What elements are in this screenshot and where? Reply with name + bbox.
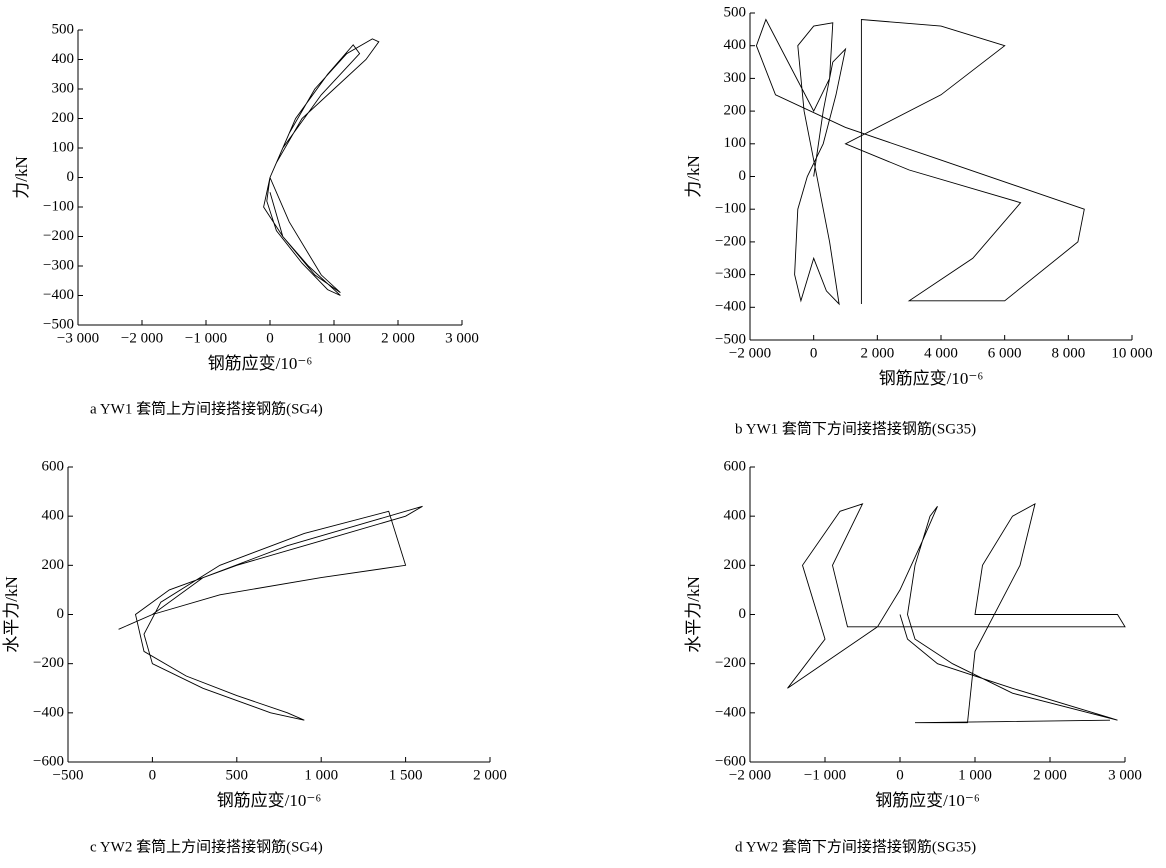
y-tick-label: 500 — [724, 4, 747, 20]
y-tick-label: 600 — [42, 458, 65, 474]
y-tick-label: 0 — [739, 168, 747, 184]
x-tick-label: 1 000 — [317, 330, 351, 346]
caption: b YW1 套筒下方间接搭接钢筋(SG35) — [735, 420, 976, 437]
y-tick-label: −100 — [715, 201, 746, 217]
y-tick-label: 400 — [42, 508, 65, 524]
caption: a YW1 套筒上方间接搭接钢筋(SG4) — [90, 400, 323, 417]
x-tick-label: 2 000 — [1033, 767, 1067, 783]
y-tick-label: 400 — [724, 508, 747, 524]
x-tick-label: 500 — [226, 767, 249, 783]
x-axis-label: 钢筋应变/10⁻⁶ — [208, 354, 313, 373]
y-tick-label: 300 — [724, 70, 747, 86]
x-tick-label: 2 000 — [473, 767, 507, 783]
y-tick-label: −400 — [33, 704, 64, 720]
x-tick-label: 0 — [896, 767, 904, 783]
y-tick-label: 100 — [724, 135, 747, 151]
hysteresis-curve — [263, 38, 380, 296]
y-axis-label: 力/kN — [12, 156, 31, 199]
x-tick-label: 8 000 — [1051, 345, 1085, 361]
y-tick-label: 200 — [724, 103, 747, 119]
x-tick-label: 1 500 — [389, 767, 423, 783]
x-axis-label: 钢筋应变/10⁻⁶ — [217, 791, 322, 810]
y-axis-label: 水平力/kN — [684, 576, 703, 653]
y-tick-label: 400 — [52, 51, 75, 67]
y-tick-label: −600 — [715, 753, 746, 769]
x-tick-label: 10 000 — [1111, 345, 1152, 361]
y-tick-label: 200 — [42, 557, 65, 573]
x-axis-label: 钢筋应变/10⁻⁶ — [875, 791, 980, 810]
y-tick-label: −500 — [43, 316, 74, 332]
x-tick-label: −1 000 — [804, 767, 846, 783]
x-tick-label: 2 000 — [860, 345, 894, 361]
x-tick-label: −500 — [53, 767, 84, 783]
x-tick-label: 1 000 — [304, 767, 338, 783]
hysteresis-curve — [755, 18, 1085, 306]
caption: c YW2 套筒上方间接搭接钢筋(SG4) — [90, 838, 323, 855]
y-tick-label: 500 — [52, 21, 75, 37]
caption: d YW2 套筒下方间接搭接钢筋(SG35) — [735, 838, 976, 855]
x-tick-label: −2 000 — [729, 767, 771, 783]
y-tick-label: 300 — [52, 80, 75, 96]
hysteresis-curve — [118, 505, 423, 721]
y-tick-label: 200 — [52, 110, 75, 126]
y-tick-label: 600 — [724, 458, 747, 474]
x-tick-label: −2 000 — [121, 330, 163, 346]
x-tick-label: 4 000 — [924, 345, 958, 361]
hysteresis-curve — [787, 503, 1126, 724]
y-tick-label: 400 — [724, 37, 747, 53]
y-tick-label: −200 — [715, 655, 746, 671]
y-tick-label: 0 — [67, 169, 75, 185]
y-tick-label: 0 — [57, 606, 65, 622]
y-tick-label: 0 — [739, 606, 747, 622]
x-tick-label: 1 000 — [958, 767, 992, 783]
y-tick-label: −400 — [43, 287, 74, 303]
x-tick-label: −2 000 — [729, 345, 771, 361]
y-tick-label: −200 — [715, 233, 746, 249]
y-tick-label: −200 — [33, 655, 64, 671]
x-tick-label: 0 — [266, 330, 274, 346]
y-tick-label: −300 — [715, 266, 746, 282]
x-tick-label: −3 000 — [57, 330, 99, 346]
x-tick-label: 0 — [149, 767, 157, 783]
y-tick-label: 200 — [724, 557, 747, 573]
x-tick-label: −1 000 — [185, 330, 227, 346]
y-tick-label: −200 — [43, 228, 74, 244]
x-tick-label: 2 000 — [381, 330, 415, 346]
x-tick-label: 3 000 — [1108, 767, 1142, 783]
y-tick-label: −400 — [715, 299, 746, 315]
y-tick-label: −400 — [715, 704, 746, 720]
y-axis-label: 水平力/kN — [2, 576, 21, 653]
y-tick-label: 100 — [52, 139, 75, 155]
y-tick-label: −500 — [715, 331, 746, 347]
y-tick-label: −100 — [43, 198, 74, 214]
y-axis-label: 力/kN — [684, 155, 703, 198]
y-tick-label: −600 — [33, 753, 64, 769]
y-tick-label: −300 — [43, 257, 74, 273]
x-axis-label: 钢筋应变/10⁻⁶ — [879, 369, 984, 388]
x-tick-label: 3 000 — [445, 330, 479, 346]
x-tick-label: 0 — [810, 345, 818, 361]
x-tick-label: 6 000 — [988, 345, 1022, 361]
